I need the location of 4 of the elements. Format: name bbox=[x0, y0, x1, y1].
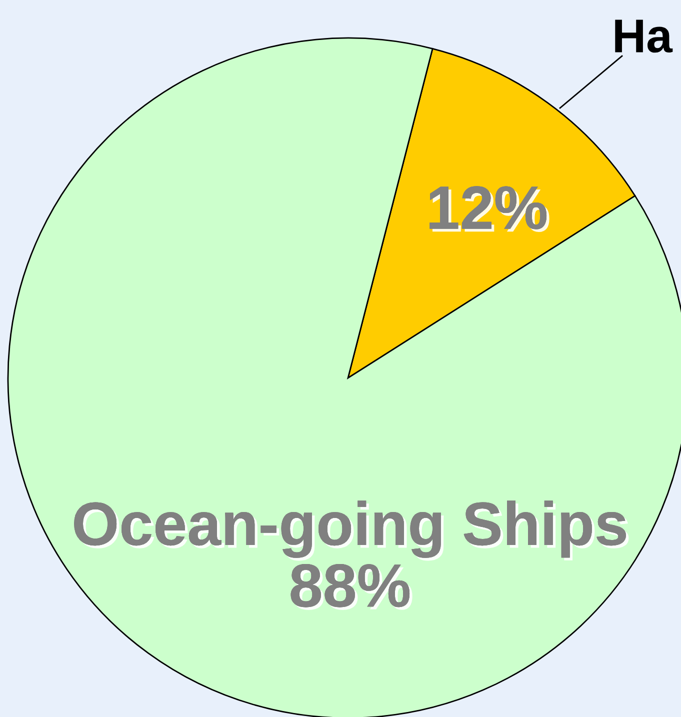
slice-label: Ha bbox=[615, 20, 673, 53]
data-label: 12% bbox=[430, 186, 550, 232]
data-label: 88% bbox=[290, 564, 412, 610]
slice-label: Ocean-going Ships bbox=[74, 500, 629, 561]
